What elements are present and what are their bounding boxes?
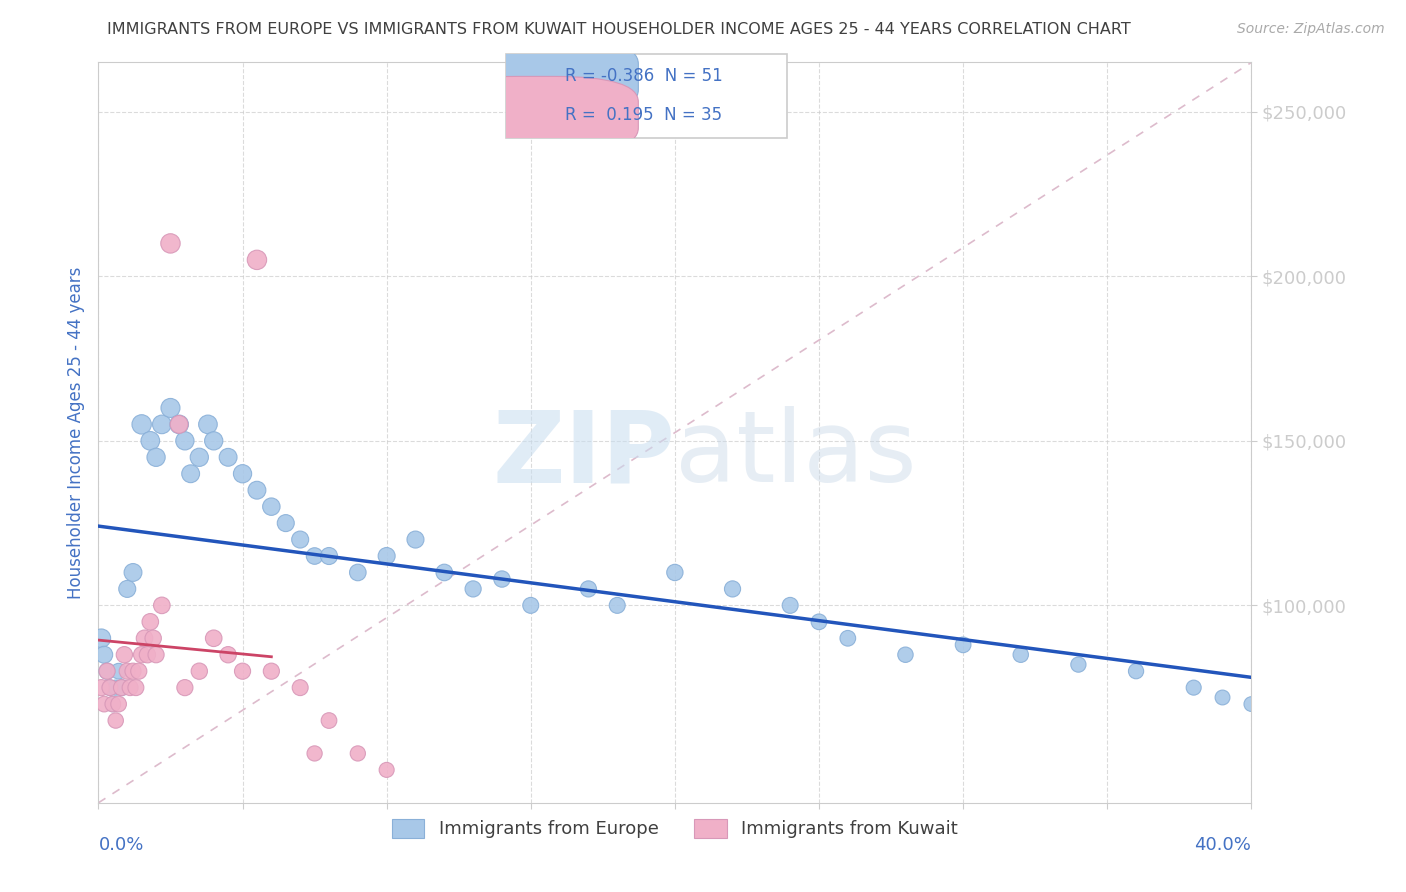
- Text: IMMIGRANTS FROM EUROPE VS IMMIGRANTS FROM KUWAIT HOUSEHOLDER INCOME AGES 25 - 44: IMMIGRANTS FROM EUROPE VS IMMIGRANTS FRO…: [107, 22, 1130, 37]
- Point: [346, 566, 368, 580]
- Point: [246, 252, 269, 267]
- Point: [93, 648, 115, 662]
- Point: [96, 664, 118, 678]
- Point: [107, 664, 129, 678]
- Point: [290, 681, 312, 695]
- Text: ZIP: ZIP: [492, 407, 675, 503]
- Point: [139, 434, 162, 448]
- Point: [150, 417, 173, 432]
- Point: [1067, 657, 1090, 672]
- Point: [808, 615, 831, 629]
- Point: [96, 664, 118, 678]
- Point: [231, 467, 254, 481]
- Point: [197, 417, 219, 432]
- FancyBboxPatch shape: [433, 77, 638, 153]
- Point: [318, 549, 340, 563]
- Point: [104, 681, 127, 695]
- Point: [1125, 664, 1147, 678]
- Point: [318, 714, 340, 728]
- Point: [120, 681, 142, 695]
- Legend: Immigrants from Europe, Immigrants from Kuwait: Immigrants from Europe, Immigrants from …: [384, 812, 966, 846]
- Point: [117, 582, 139, 596]
- Point: [174, 681, 197, 695]
- Point: [894, 648, 917, 662]
- Point: [217, 450, 239, 465]
- Point: [125, 681, 148, 695]
- Point: [159, 401, 181, 415]
- Point: [122, 566, 145, 580]
- Point: [520, 599, 543, 613]
- Point: [578, 582, 600, 596]
- Point: [131, 648, 153, 662]
- Point: [375, 549, 398, 563]
- Point: [98, 681, 121, 695]
- FancyBboxPatch shape: [433, 38, 638, 115]
- Point: [150, 599, 173, 613]
- Point: [107, 697, 129, 711]
- Point: [1240, 697, 1263, 711]
- Point: [117, 664, 139, 678]
- Point: [664, 566, 686, 580]
- Point: [246, 483, 269, 498]
- Point: [104, 714, 127, 728]
- Point: [145, 648, 167, 662]
- Point: [405, 533, 427, 547]
- Point: [188, 664, 211, 678]
- FancyBboxPatch shape: [506, 54, 787, 138]
- Point: [159, 236, 181, 251]
- Text: R =  0.195  N = 35: R = 0.195 N = 35: [565, 105, 723, 123]
- Point: [131, 417, 153, 432]
- Point: [260, 500, 283, 514]
- Text: atlas: atlas: [675, 407, 917, 503]
- Point: [93, 697, 115, 711]
- Point: [188, 450, 211, 465]
- Point: [1182, 681, 1205, 695]
- Point: [260, 664, 283, 678]
- Point: [142, 632, 165, 646]
- Text: 40.0%: 40.0%: [1195, 836, 1251, 855]
- Point: [101, 697, 124, 711]
- Point: [721, 582, 744, 596]
- Point: [231, 664, 254, 678]
- Point: [110, 681, 132, 695]
- Point: [1212, 690, 1234, 705]
- Point: [167, 417, 190, 432]
- Point: [304, 549, 326, 563]
- Point: [375, 763, 398, 777]
- Point: [837, 632, 859, 646]
- Point: [139, 615, 162, 629]
- Point: [491, 572, 513, 586]
- Point: [202, 434, 225, 448]
- Point: [304, 747, 326, 761]
- Point: [167, 417, 190, 432]
- Point: [346, 747, 368, 761]
- Point: [779, 599, 801, 613]
- Text: Source: ZipAtlas.com: Source: ZipAtlas.com: [1237, 22, 1385, 37]
- Point: [112, 648, 135, 662]
- Point: [274, 516, 297, 530]
- Point: [461, 582, 484, 596]
- Text: R = -0.386  N = 51: R = -0.386 N = 51: [565, 68, 723, 86]
- Point: [134, 632, 156, 646]
- Y-axis label: Householder Income Ages 25 - 44 years: Householder Income Ages 25 - 44 years: [66, 267, 84, 599]
- Point: [90, 681, 112, 695]
- Point: [110, 681, 132, 695]
- Point: [145, 450, 167, 465]
- Point: [433, 566, 456, 580]
- Point: [90, 632, 112, 646]
- Point: [98, 681, 121, 695]
- Point: [122, 664, 145, 678]
- Point: [101, 697, 124, 711]
- Text: 0.0%: 0.0%: [98, 836, 143, 855]
- Point: [128, 664, 150, 678]
- Point: [290, 533, 312, 547]
- Point: [1010, 648, 1032, 662]
- Point: [217, 648, 239, 662]
- Point: [180, 467, 202, 481]
- Point: [606, 599, 628, 613]
- Point: [952, 638, 974, 652]
- Point: [174, 434, 197, 448]
- Point: [136, 648, 159, 662]
- Point: [202, 632, 225, 646]
